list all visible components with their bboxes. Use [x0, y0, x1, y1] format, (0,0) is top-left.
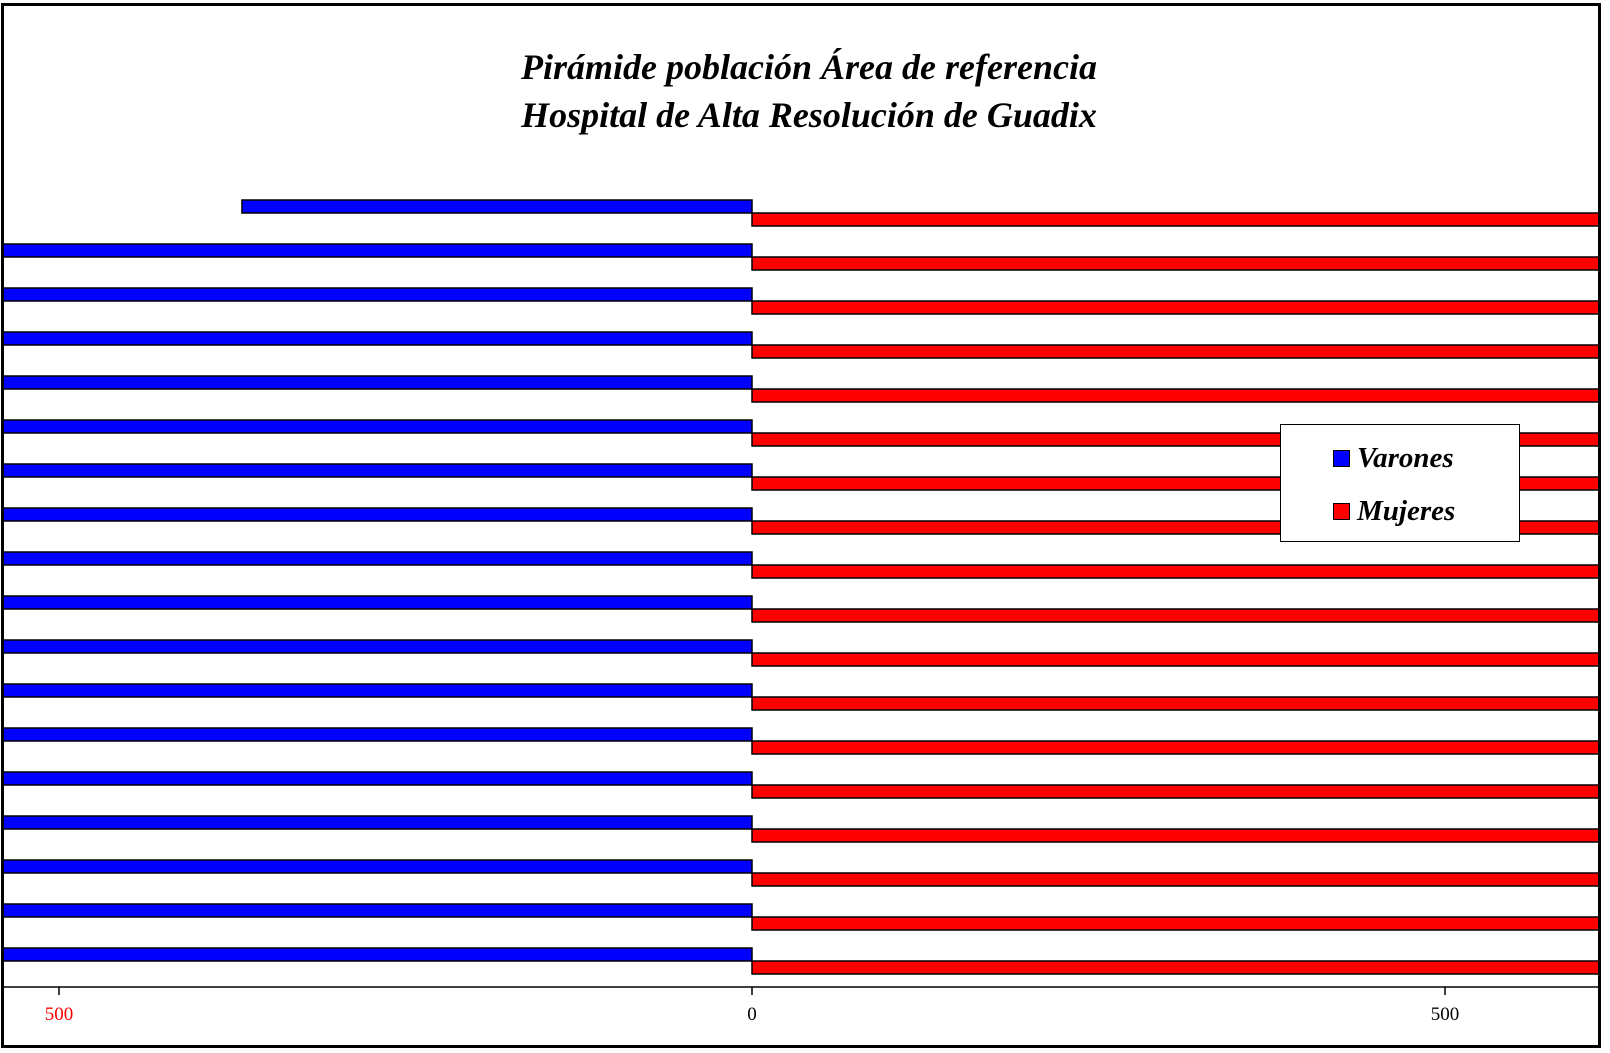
bar-varones-row-18 — [241, 199, 753, 214]
bar-varones-row-11 — [4, 507, 753, 522]
bar-varones-row-17 — [4, 243, 753, 258]
bar-varones-row-6 — [4, 727, 753, 742]
bar-mujeres-row-1 — [751, 960, 1598, 975]
bar-varones-row-16 — [4, 287, 753, 302]
bar-varones-row-3 — [4, 859, 753, 874]
bar-mujeres-row-3 — [751, 872, 1598, 887]
bar-varones-row-9 — [4, 595, 753, 610]
x-tick-label-4: 500 — [45, 1004, 74, 1025]
bar-mujeres-row-16 — [751, 300, 1598, 315]
chart-legend: Varones Mujeres — [1280, 424, 1520, 542]
x-tick-label-5: 0 — [747, 1004, 757, 1025]
bar-varones-row-4 — [4, 815, 753, 830]
bar-mujeres-row-7 — [751, 696, 1598, 711]
bar-varones-row-14 — [4, 375, 753, 390]
bar-mujeres-row-8 — [751, 652, 1598, 667]
bar-varones-row-13 — [4, 419, 753, 434]
legend-item-mujeres: Mujeres — [1333, 494, 1456, 527]
legend-label-mujeres: Mujeres — [1357, 494, 1456, 527]
bar-varones-row-8 — [4, 639, 753, 654]
chart-title-line-2: Hospital de Alta Resolución de Guadix — [521, 95, 1097, 135]
legend-swatch-varones — [1333, 449, 1350, 467]
bar-mujeres-row-18 — [751, 212, 1598, 227]
bar-varones-row-5 — [4, 771, 753, 786]
x-tick-label-6: 500 — [1431, 1004, 1460, 1025]
bar-mujeres-row-9 — [751, 608, 1598, 623]
bar-mujeres-row-2 — [751, 916, 1598, 931]
bar-mujeres-row-5 — [751, 784, 1598, 799]
bar-varones-row-15 — [4, 331, 753, 346]
bar-varones-row-10 — [4, 551, 753, 566]
bar-mujeres-row-10 — [751, 564, 1598, 579]
bar-mujeres-row-17 — [751, 256, 1598, 271]
bar-varones-row-7 — [4, 683, 753, 698]
bar-varones-row-1 — [4, 947, 753, 962]
bar-mujeres-row-14 — [751, 388, 1598, 403]
bar-varones-row-2 — [4, 903, 753, 918]
bar-varones-row-12 — [4, 463, 753, 478]
chart-title-line-1: Pirámide población Área de referencia — [521, 47, 1097, 87]
bar-mujeres-row-4 — [751, 828, 1598, 843]
legend-swatch-mujeres — [1333, 502, 1350, 520]
legend-item-varones: Varones — [1333, 441, 1454, 474]
bar-mujeres-row-15 — [751, 344, 1598, 359]
chart-frame: Pirámide población Área de referencia Ho… — [1, 3, 1601, 1048]
bar-mujeres-row-6 — [751, 740, 1598, 755]
legend-label-varones: Varones — [1357, 441, 1454, 474]
